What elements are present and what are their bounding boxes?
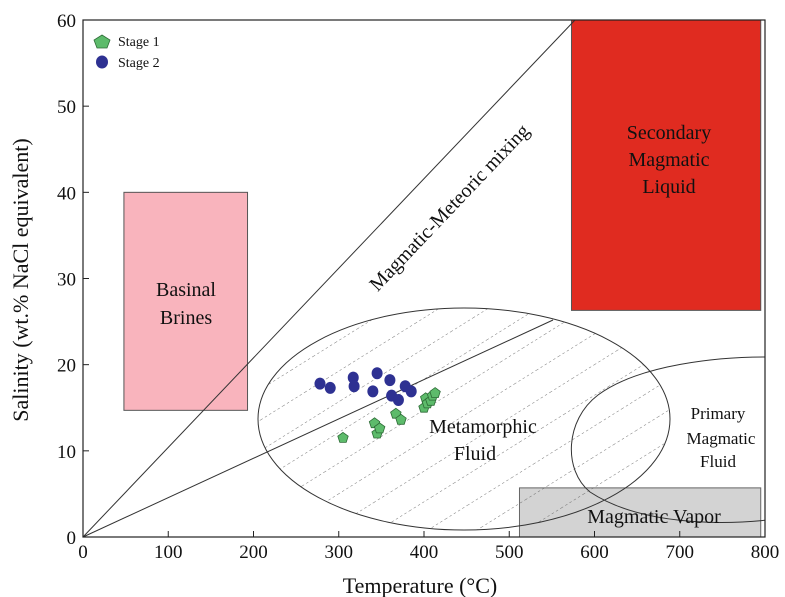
stage1-data-point	[395, 413, 407, 425]
legend-stage2-marker	[96, 55, 108, 69]
primary-magmatic-fluid-label-line1: Primary	[691, 404, 746, 423]
y-tick-label: 30	[57, 270, 76, 291]
legend-stage2-label: Stage 2	[118, 56, 160, 71]
stage1-data-point	[429, 387, 441, 399]
x-tick-label: 800	[751, 542, 780, 563]
secondary-magmatic-liquid-label-line2: Magmatic	[628, 149, 709, 171]
legend-stage1-label: Stage 1	[118, 35, 160, 50]
stage2-data-point	[371, 367, 383, 380]
basinal-brines-label-line1: Basinal	[156, 279, 216, 301]
x-tick-label: 100	[154, 542, 183, 563]
x-tick-label: 0	[78, 542, 88, 563]
stage1-data-point	[373, 422, 386, 434]
primary-magmatic-fluid-label-line2: Magmatic	[687, 429, 756, 448]
stage2-data-point	[324, 381, 336, 394]
metamorphic-trend-line	[82, 319, 554, 538]
secondary-magmatic-liquid-region	[570, 20, 762, 311]
basinal-brines-region	[123, 191, 249, 411]
legend: Stage 1 Stage 2	[93, 34, 160, 71]
x-tick-label: 200	[239, 542, 268, 563]
magmatic-vapor-label: Magmatic Vapor	[587, 506, 721, 528]
stage1-data-point	[337, 431, 349, 443]
x-axis-title: Temperature (°C)	[343, 573, 497, 597]
stage2-data-point	[367, 385, 379, 398]
x-tick-label: 500	[495, 542, 524, 563]
legend-stage1-marker	[93, 34, 111, 49]
y-tick-label: 20	[57, 356, 76, 377]
y-tick-label: 0	[67, 528, 77, 549]
y-tick-label: 10	[57, 442, 76, 463]
stage2-data-point	[348, 380, 360, 393]
x-tick-label: 400	[410, 542, 439, 563]
metamorphic-fluid-label-line2: Fluid	[454, 443, 496, 465]
x-tick-label: 600	[580, 542, 609, 563]
basinal-brines-label-line2: Brines	[160, 307, 212, 329]
x-tick-label: 300	[325, 542, 354, 563]
stage2-data-point	[405, 385, 417, 398]
primary-magmatic-fluid-label-line3: Fluid	[700, 452, 736, 471]
y-axis-title: Salinity (wt.% NaCl equivalent)	[8, 138, 33, 422]
y-tick-label: 60	[57, 11, 76, 32]
metamorphic-fluid-region	[257, 307, 671, 531]
stage2-data-point	[384, 374, 396, 387]
magmatic-meteoric-mixing-line	[82, 19, 576, 538]
x-tick-label: 700	[666, 542, 695, 563]
secondary-magmatic-liquid-label-line1: Secondary	[627, 122, 711, 144]
magmatic-meteoric-mixing-label: Magmatic-Meteoric mixing	[365, 120, 534, 296]
y-tick-label: 40	[57, 183, 76, 204]
secondary-magmatic-liquid-label-line3: Liquid	[642, 176, 695, 198]
metamorphic-fluid-label-line1: Metamorphic	[429, 416, 537, 438]
stage2-data-point	[314, 377, 326, 390]
y-tick-label: 50	[57, 97, 76, 118]
primary-magmatic-fluid-region	[570, 356, 765, 523]
stage2-data-point	[392, 393, 404, 406]
